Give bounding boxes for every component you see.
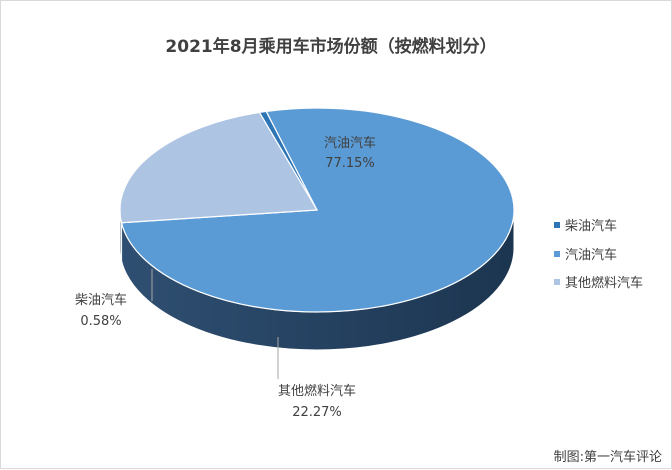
data-label-value-gasoline: 77.15% [325, 156, 375, 171]
data-label-name-diesel: 柴油汽车 [75, 292, 127, 308]
pie-tops [119, 107, 515, 313]
data-label-value-diesel: 0.58% [80, 314, 121, 329]
data-label-name-gasoline: 汽油汽车 [324, 135, 376, 151]
legend-label-diesel: 柴油汽车 [565, 218, 617, 234]
legend-item-other: 其他燃料汽车 [554, 275, 643, 291]
legend: 柴油汽车 汽油汽车 其他燃料汽车 [554, 218, 643, 291]
legend-label-other: 其他燃料汽车 [565, 275, 643, 291]
legend-swatch-gasoline [554, 251, 560, 257]
source-note: 制图:第一汽车评论 [554, 449, 662, 465]
legend-swatch-other [554, 279, 560, 285]
pie-slice-gasoline [120, 107, 515, 313]
legend-label-gasoline: 汽油汽车 [565, 247, 617, 263]
legend-item-diesel: 柴油汽车 [554, 218, 617, 234]
legend-item-gasoline: 汽油汽车 [554, 247, 617, 263]
legend-swatch-diesel [554, 222, 560, 228]
chart-title: 2021年8月乘用车市场份额（按燃料划分） [165, 36, 496, 57]
data-label-value-other: 22.27% [292, 405, 342, 420]
pie-slice-other [119, 111, 319, 224]
data-label-name-other: 其他燃料汽车 [278, 383, 356, 399]
